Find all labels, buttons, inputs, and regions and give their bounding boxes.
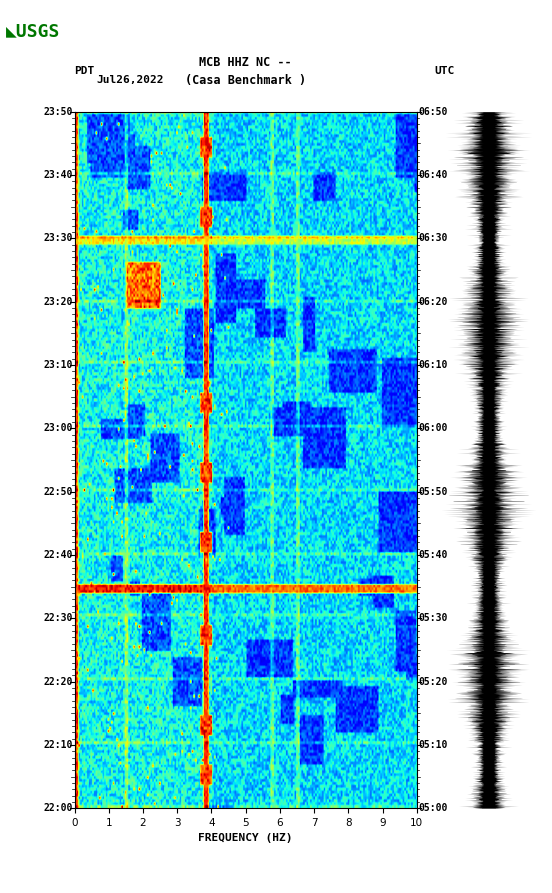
Text: MCB HHZ NC --: MCB HHZ NC -- bbox=[199, 56, 292, 69]
Text: 06:50: 06:50 bbox=[418, 106, 448, 117]
Text: PDT: PDT bbox=[75, 66, 95, 77]
Text: 23:30: 23:30 bbox=[44, 233, 73, 243]
Text: 05:10: 05:10 bbox=[418, 739, 448, 750]
Text: 06:00: 06:00 bbox=[418, 423, 448, 433]
Text: 05:40: 05:40 bbox=[418, 550, 448, 560]
Text: 05:00: 05:00 bbox=[418, 803, 448, 814]
Text: 05:30: 05:30 bbox=[418, 613, 448, 623]
Text: 23:10: 23:10 bbox=[44, 360, 73, 370]
Text: 05:20: 05:20 bbox=[418, 677, 448, 687]
Text: 06:10: 06:10 bbox=[418, 360, 448, 370]
Text: 05:50: 05:50 bbox=[418, 487, 448, 497]
Text: 23:40: 23:40 bbox=[44, 170, 73, 180]
Text: (Casa Benchmark ): (Casa Benchmark ) bbox=[185, 74, 306, 87]
Text: 22:00: 22:00 bbox=[44, 803, 73, 814]
Text: 06:30: 06:30 bbox=[418, 233, 448, 243]
Text: 23:50: 23:50 bbox=[44, 106, 73, 117]
Text: Jul26,2022: Jul26,2022 bbox=[97, 75, 164, 86]
Text: 22:30: 22:30 bbox=[44, 613, 73, 623]
Text: 23:20: 23:20 bbox=[44, 296, 73, 306]
Text: 22:50: 22:50 bbox=[44, 487, 73, 497]
Text: ◣USGS: ◣USGS bbox=[6, 22, 60, 40]
Text: 22:40: 22:40 bbox=[44, 550, 73, 560]
Text: 06:40: 06:40 bbox=[418, 170, 448, 180]
Text: UTC: UTC bbox=[434, 66, 454, 77]
X-axis label: FREQUENCY (HZ): FREQUENCY (HZ) bbox=[198, 833, 293, 844]
Text: 06:20: 06:20 bbox=[418, 296, 448, 306]
Text: 22:10: 22:10 bbox=[44, 739, 73, 750]
Text: 23:00: 23:00 bbox=[44, 423, 73, 433]
Text: 22:20: 22:20 bbox=[44, 677, 73, 687]
